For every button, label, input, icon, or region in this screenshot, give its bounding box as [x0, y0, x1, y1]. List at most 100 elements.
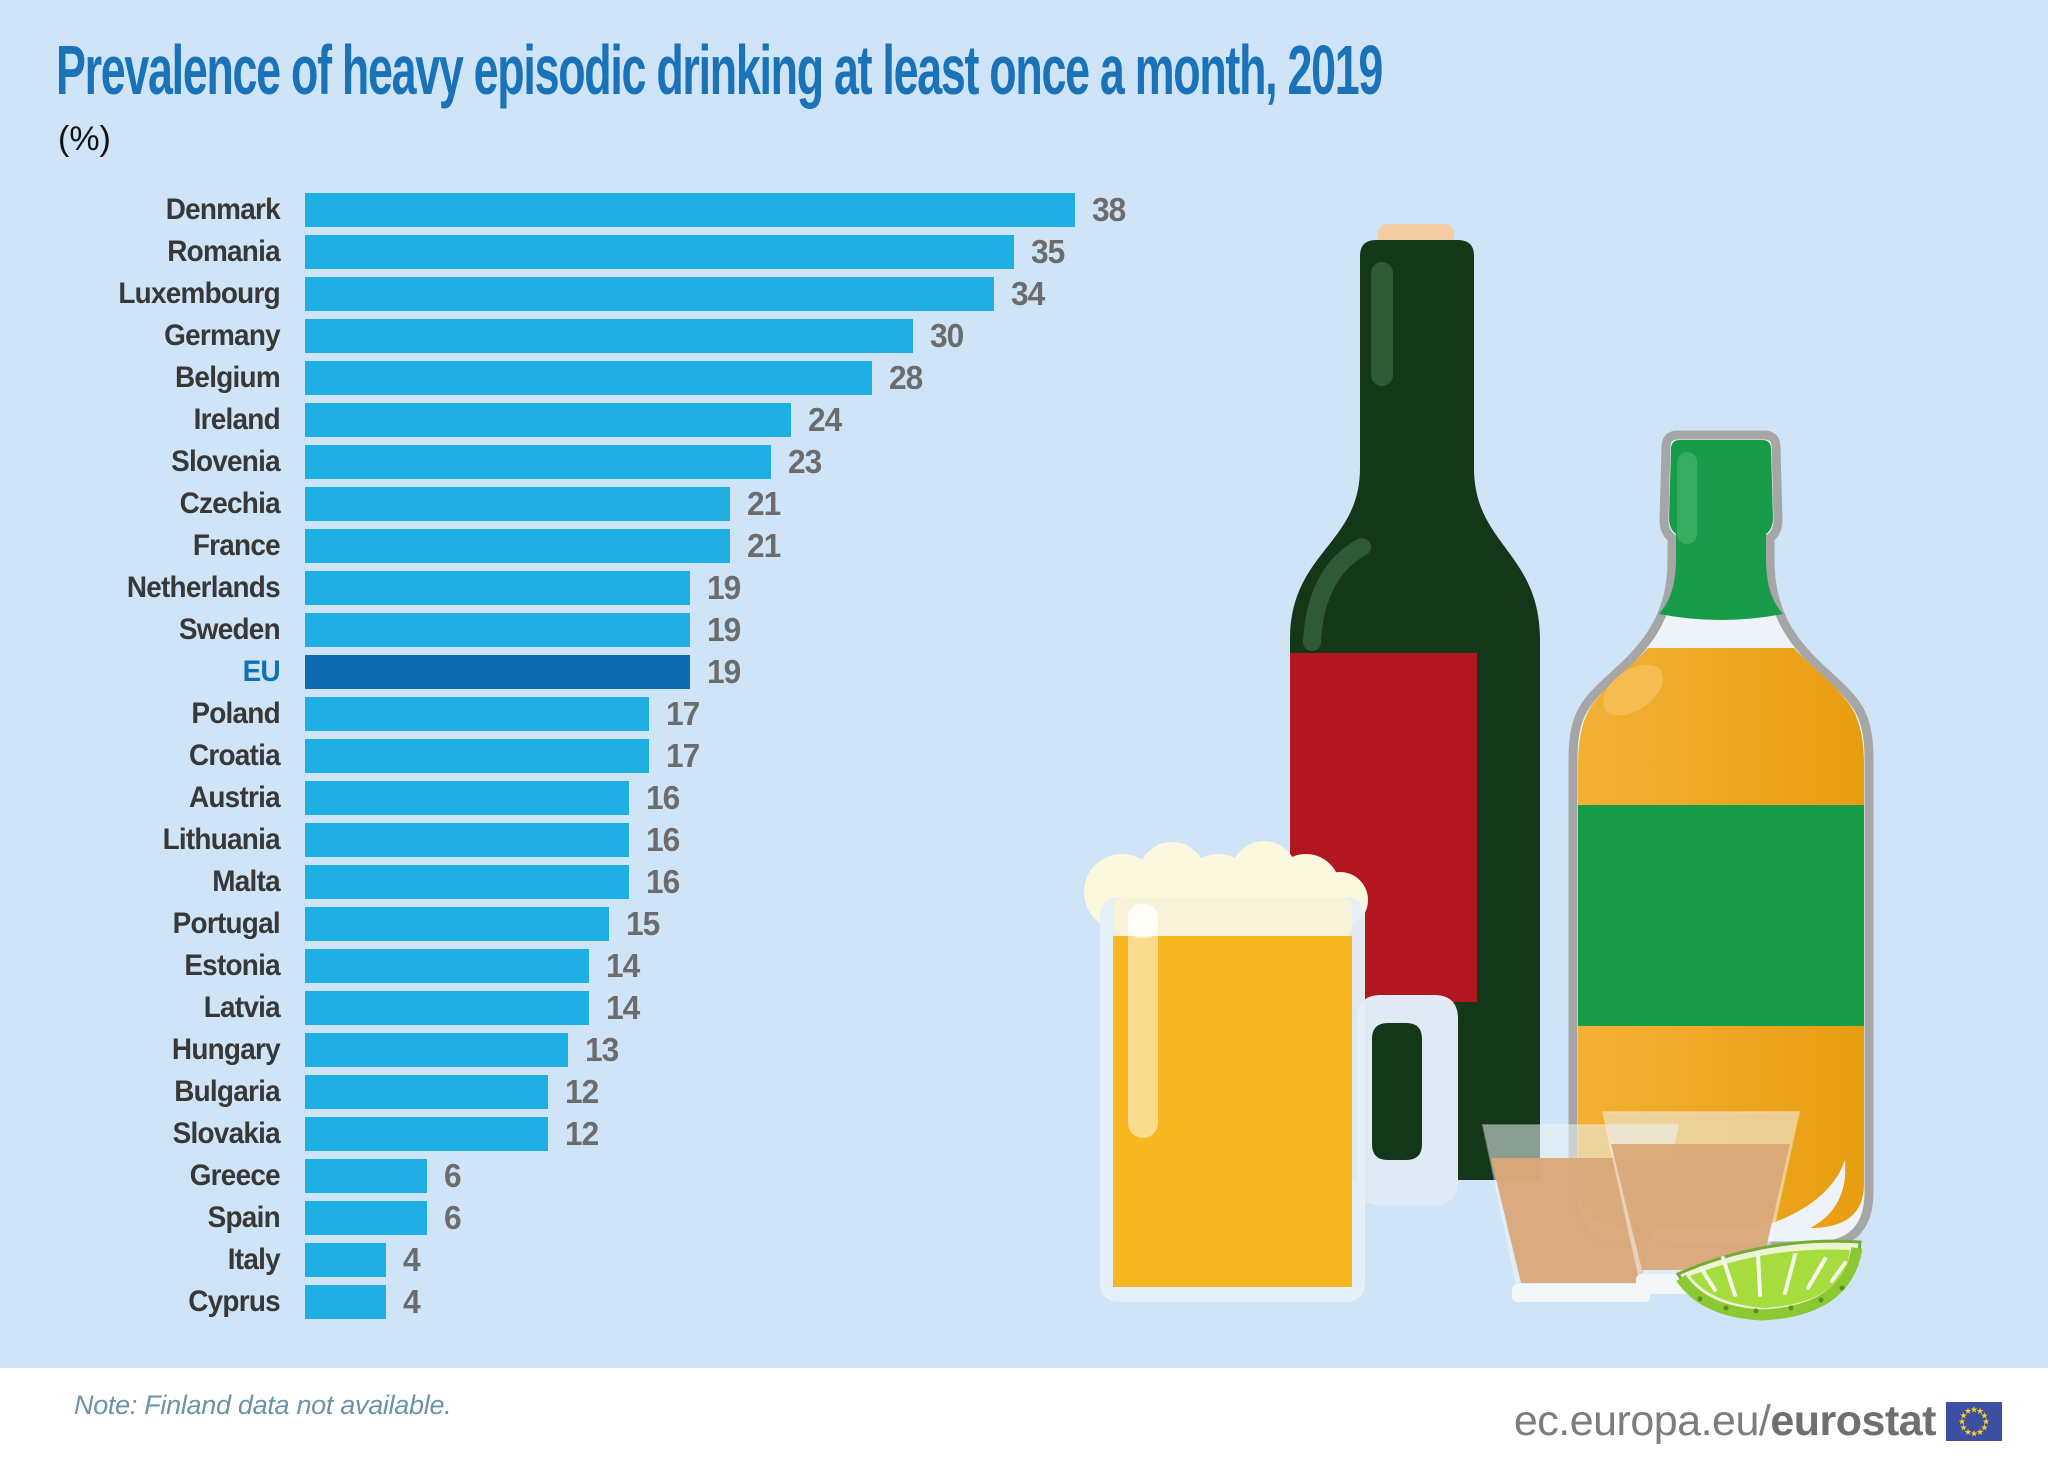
value-bar [305, 235, 1015, 269]
value-label: 28 [889, 359, 923, 396]
svg-text:★: ★ [1970, 1404, 1978, 1414]
country-label: France [192, 529, 281, 562]
country-label: Portugal [172, 907, 281, 940]
unit-subtitle: (%) [58, 120, 111, 158]
chart-row: Bulgaria 12 [0, 1071, 1200, 1113]
country-label: Bulgaria [174, 1075, 280, 1108]
country-label: Malta [212, 865, 280, 898]
country-label: Austria [188, 781, 281, 814]
country-label: Germany [164, 319, 280, 352]
value-bar [305, 1243, 387, 1277]
svg-text:★: ★ [1960, 1410, 1968, 1420]
country-label: Italy [227, 1243, 281, 1276]
value-bar [305, 991, 589, 1025]
chart-row: Netherlands 19 [0, 567, 1200, 609]
country-label: Spain [207, 1201, 281, 1234]
svg-text:★: ★ [1958, 1416, 1966, 1426]
value-label: 12 [565, 1073, 599, 1110]
value-label: 19 [706, 611, 741, 648]
svg-text:★: ★ [1980, 1410, 1988, 1420]
value-label: 34 [1010, 275, 1045, 312]
svg-text:★: ★ [1976, 1406, 1984, 1416]
country-label: Czechia [179, 487, 281, 520]
svg-text:★: ★ [1970, 1428, 1978, 1438]
country-label: Romania [167, 235, 280, 268]
chart-row: EU 19 [0, 651, 1200, 693]
value-bar [305, 571, 690, 605]
value-label: 38 [1091, 191, 1126, 228]
value-label: 16 [646, 863, 680, 900]
value-label: 35 [1031, 233, 1065, 270]
country-label: Luxembourg [118, 277, 280, 310]
country-label: Latvia [203, 991, 281, 1024]
value-label: 24 [808, 401, 842, 438]
value-label: 14 [605, 947, 640, 984]
country-label: Poland [191, 697, 280, 730]
eurostat-url-prefix: ec.europa.eu/ [1513, 1396, 1771, 1445]
country-label: Sweden [178, 613, 281, 646]
value-bar [305, 781, 630, 815]
value-bar [305, 697, 650, 731]
shot-glass-right-icon [1601, 1111, 1801, 1294]
chart-row: Germany 30 [0, 315, 1200, 357]
value-label: 21 [747, 485, 781, 522]
chart-row: Croatia 17 [0, 735, 1200, 777]
svg-text:★: ★ [1982, 1416, 1990, 1426]
chart-row: Spain 6 [0, 1197, 1200, 1239]
value-label: 23 [787, 443, 822, 480]
bar-chart: Denmark 38 Romania 35 Luxembourg 34 Germany 30 B… [0, 189, 1200, 1323]
value-bar [305, 445, 771, 479]
country-label: Denmark [165, 193, 281, 226]
chart-row: Slovakia 12 [0, 1113, 1200, 1155]
chart-row: Sweden 19 [0, 609, 1200, 651]
value-bar [305, 1201, 427, 1235]
country-label: Croatia [188, 739, 281, 772]
chart-row: Slovenia 23 [0, 441, 1200, 483]
eurostat-url-bold: eurostat [1770, 1396, 1936, 1445]
lime-wedge-icon [1675, 1239, 1863, 1321]
value-bar [305, 1117, 549, 1151]
country-label: Belgium [175, 361, 281, 394]
svg-text:★: ★ [1964, 1426, 1972, 1436]
chart-row: Lithuania 16 [0, 819, 1200, 861]
chart-row: Greece 6 [0, 1155, 1200, 1197]
value-label: 19 [706, 653, 741, 690]
chart-row: Estonia 14 [0, 945, 1200, 987]
value-bar [305, 1075, 549, 1109]
country-label: Greece [189, 1159, 281, 1192]
whisky-bottle-icon [1568, 430, 1874, 1251]
svg-text:★: ★ [1980, 1422, 1988, 1432]
value-label: 16 [646, 821, 680, 858]
value-bar [305, 403, 792, 437]
value-bar [305, 949, 589, 983]
value-label: 4 [403, 1283, 421, 1320]
value-bar [305, 529, 731, 563]
chart-row: Latvia 14 [0, 987, 1200, 1029]
svg-text:★: ★ [1976, 1426, 1984, 1436]
value-bar [305, 1285, 387, 1319]
chart-row: Italy 4 [0, 1239, 1200, 1281]
value-bar [305, 361, 873, 395]
chart-row: Belgium 28 [0, 357, 1200, 399]
value-bar [305, 865, 630, 899]
value-label: 30 [929, 317, 964, 354]
value-label: 4 [403, 1241, 421, 1278]
value-label: 13 [585, 1031, 619, 1068]
value-label: 14 [605, 989, 640, 1026]
value-label: 12 [565, 1115, 599, 1152]
chart-row: Romania 35 [0, 231, 1200, 273]
value-bar [305, 1033, 569, 1067]
chart-row: Poland 17 [0, 693, 1200, 735]
svg-text:★: ★ [1960, 1422, 1968, 1432]
country-label: Ireland [193, 403, 281, 436]
country-label: Estonia [184, 949, 280, 982]
value-bar [305, 907, 609, 941]
value-bar [305, 613, 690, 647]
value-label: 17 [666, 737, 700, 774]
chart-row: Luxembourg 34 [0, 273, 1200, 315]
value-label: 17 [666, 695, 700, 732]
eurostat-logo: ec.europa.eu/eurostat ★ ★ ★ ★ ★ ★ ★ ★ ★ … [1513, 1396, 2002, 1445]
alcohol-illustration [1084, 224, 1874, 1321]
page-title: Prevalence of heavy episodic drinking at… [56, 31, 1383, 109]
value-bar [305, 823, 630, 857]
